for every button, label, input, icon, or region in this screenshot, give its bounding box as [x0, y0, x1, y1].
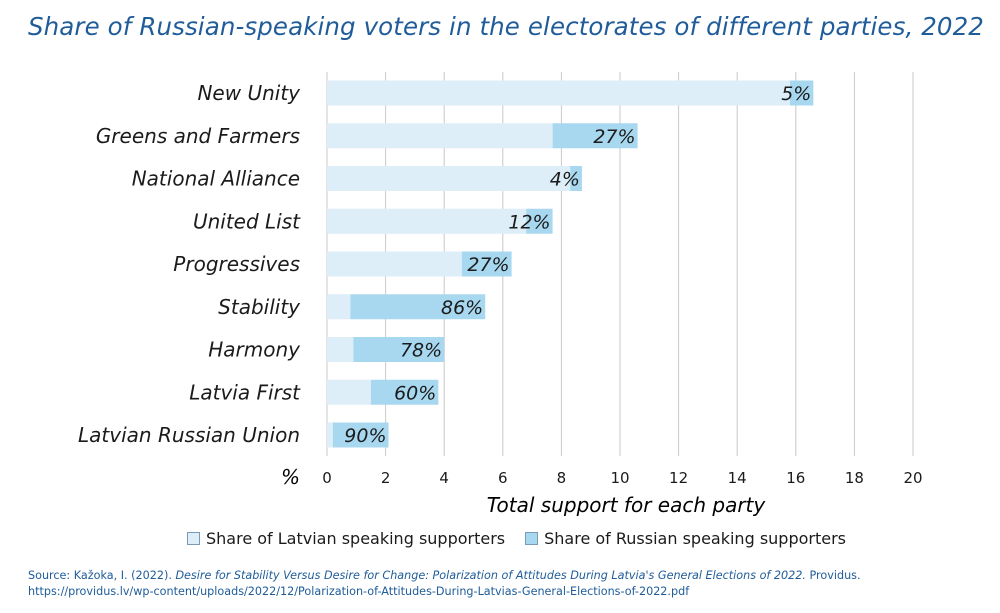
data-label: 27%	[593, 126, 635, 148]
bar-latvian	[327, 251, 462, 277]
data-label: 5%	[781, 83, 811, 105]
bar-russian	[370, 379, 439, 405]
legend-swatch-russian	[525, 532, 539, 545]
x-tick-label: 4	[439, 469, 449, 487]
legend-label-russian: Share of Russian speaking supporters	[544, 529, 846, 548]
category-label: Greens and Farmers	[96, 124, 300, 148]
x-axis-ticks: 0 2 4 6 8 10 12 14 16 18 20	[322, 469, 922, 487]
x-tick-label: 2	[381, 469, 391, 487]
category-label: Latvia First	[189, 380, 301, 404]
bar-russian	[461, 251, 512, 277]
data-label: 86%	[441, 297, 483, 319]
bar-latvian	[327, 80, 790, 106]
x-tick-label: 18	[845, 469, 864, 487]
bar-russian	[789, 80, 814, 106]
data-label: 90%	[344, 425, 386, 447]
data-label: 27%	[467, 254, 509, 276]
category-label: New Unity	[197, 81, 301, 105]
bar-russian	[353, 337, 445, 362]
legend-swatch-latvian	[187, 532, 200, 545]
x-tick-label: 8	[557, 469, 567, 487]
category-label: United List	[193, 209, 301, 233]
bar-latvian	[327, 379, 371, 405]
x-tick-label: 10	[610, 469, 629, 487]
bars	[327, 80, 814, 448]
source-suffix: Providus. https://providus.lv/wp-content…	[28, 569, 861, 598]
bar-latvian	[327, 337, 354, 362]
bar-latvian	[327, 294, 351, 320]
x-tick-label: 12	[669, 469, 688, 487]
data-label: 78%	[400, 340, 442, 362]
x-tick-label: 6	[498, 469, 508, 487]
data-labels: 5% 27% 4%12% 27% 86% 78% 60% 90%	[344, 83, 811, 447]
bar-russian	[350, 294, 486, 320]
data-label: 60%	[394, 382, 436, 404]
chart-title: Share of Russian-speaking voters in the …	[28, 12, 984, 41]
x-axis-title: Total support for each party	[487, 493, 767, 517]
legend-label-latvian: Share of Latvian speaking supporters	[206, 529, 506, 548]
source-prefix: Source: Kažoka, I. (2022).	[28, 569, 176, 582]
data-label: 4%	[550, 169, 580, 191]
bar-latvian	[327, 166, 571, 191]
bar-russian	[332, 422, 389, 448]
source-note: Source: Kažoka, I. (2022). Desire for St…	[28, 568, 973, 600]
category-label: Latvian Russian Union	[78, 423, 300, 447]
legend: Share of Latvian speaking supporters Sha…	[187, 529, 846, 548]
data-label: 12%	[508, 211, 550, 233]
category-label: Progressives	[173, 252, 300, 276]
bar-russian	[526, 208, 553, 234]
bar-latvian	[327, 208, 527, 234]
category-label: Stability	[218, 295, 301, 319]
y-axis-unit-label: %	[281, 465, 300, 489]
bar-latvian	[327, 123, 553, 149]
bar-latvian	[327, 422, 333, 448]
source-title: Desire for Stability Versus Desire for C…	[175, 569, 806, 582]
category-label: National Alliance	[132, 167, 300, 191]
bar-russian	[552, 123, 638, 149]
x-tick-label: 0	[322, 469, 332, 487]
x-tick-label: 16	[786, 469, 805, 487]
legend-item-latvian: Share of Latvian speaking supporters	[187, 529, 505, 548]
x-tick-label: 14	[728, 469, 747, 487]
category-label: Harmony	[208, 338, 301, 362]
x-tick-label: 20	[903, 469, 922, 487]
category-labels: New Unity Greens and Farmers National Alli…	[78, 81, 301, 447]
legend-item-russian: Share of Russian speaking supporters	[525, 529, 846, 548]
bar-russian	[570, 166, 582, 191]
